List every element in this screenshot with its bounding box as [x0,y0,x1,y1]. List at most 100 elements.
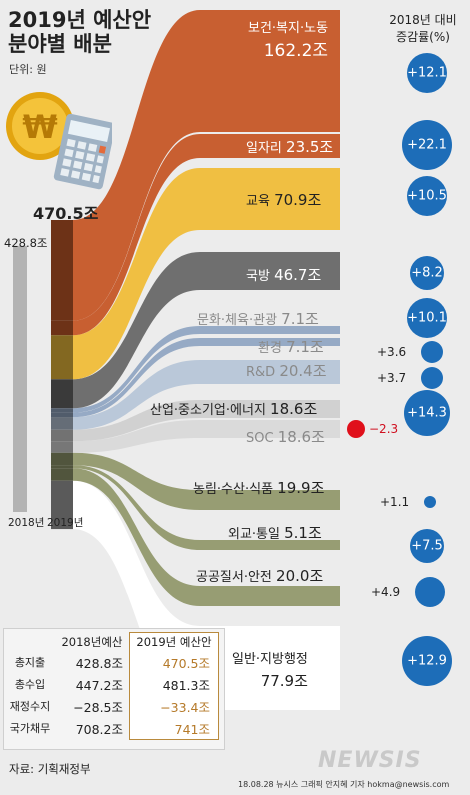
category-value: 7.1조 [286,338,324,356]
category-name: SOC [246,431,274,446]
coin-calculator-illustration: ₩ [6,92,112,190]
category-value: 20.4조 [279,362,327,380]
flow-band [73,134,340,336]
change-circle [407,298,447,338]
category-name: 농림·수산·식품 [193,482,274,497]
value-2019: 741조 [129,717,219,740]
change-circle [415,577,445,607]
change-rate-label: +12.1 [407,65,447,81]
category-label: 보건·복지·노동 162.2조 [248,19,328,64]
category-label: 일자리 23.5조 [246,138,334,156]
change-circle [421,367,443,389]
flow-band [73,480,340,710]
change-circle [424,496,436,508]
flow-band [73,465,340,550]
total-2019-label: 470.5조 [33,204,99,223]
bar-2019-segment [51,465,73,469]
category-value: 20.0조 [276,567,324,585]
flow-band [73,452,340,510]
table-row: 재정수지 −28.5조 −33.4조 [5,695,219,717]
row-label: 재정수지 [9,700,51,713]
page-title: 2019년 예산안 분야별 배분 [8,8,152,57]
change-rate-label: +8.2 [411,265,443,281]
newsis-watermark: NEWSIS [318,748,422,773]
bar-2019-segment [51,441,73,453]
category-value: 7.1조 [281,310,319,328]
category-label: 교육 70.9조 [246,191,322,209]
credit-line: 18.08.28 뉴시스 그래픽 안지혜 기자 hokma@newsis.com [238,780,450,789]
bar-2019-segment [51,417,73,430]
bar-2019-segment [51,379,73,409]
category-name: 공공질서·안전 [196,570,272,585]
change-circle [410,529,444,563]
table-row: 총지출 428.8조 470.5조 [5,651,219,673]
change-rate-label: +14.3 [407,405,447,421]
category-value: 70.9조 [274,191,322,209]
row-label: 국가채무 [9,722,51,736]
category-name: 산업·중소기업·에너지 [150,403,266,418]
flow-band [73,468,340,606]
category-label: 공공질서·안전 20.0조 [196,567,324,585]
category-label: 농림·수산·식품 19.9조 [193,479,325,497]
flow-band [73,420,340,453]
table-header-2019: 2019년 예산안 [129,632,219,651]
row-label: 총수입 [14,678,46,691]
total-2018-label: 428.8조 [4,236,48,250]
change-rate-label: +10.1 [407,310,447,326]
category-value: 18.6조 [270,400,318,418]
year-2019-label: 2019년 [47,517,84,529]
bar-2019-segment [51,408,73,413]
category-name: 환경 [258,341,282,356]
bar-2019-segment [51,468,73,481]
flow-band [73,10,340,321]
change-circle [404,390,450,436]
change-circle [347,420,365,438]
increase-rate-title: 2018년 대비 증감률(%) [389,13,457,44]
bar-2019-segment [51,480,73,530]
category-name: 국방 [246,269,270,284]
year-2018-label: 2018년 [8,517,45,529]
change-rate-label: +1.1 [380,495,410,509]
change-circle [402,120,452,170]
bar-2018 [13,245,27,512]
bar-2019-segment [51,335,73,380]
value-2018: 428.8조 [75,655,123,671]
bar-2019-segment [51,412,73,418]
category-label: 문화·체육·관광 7.1조 [197,310,319,328]
category-label: R&D 20.4조 [246,362,327,380]
category-label: 국방 46.7조 [246,268,321,284]
bar-2019-segment [51,220,73,321]
change-rate-label: +7.5 [411,538,443,554]
category-name: 일반·지방행정 [232,652,308,667]
category-name: R&D [246,365,276,380]
category-label: SOC 18.6조 [246,430,325,446]
value-2018: −28.5조 [73,699,123,715]
flow-band [73,252,340,409]
category-label: 외교·통일 5.1조 [228,526,322,542]
category-name: 외교·통일 [228,527,280,542]
change-rate-label: +3.7 [377,371,407,385]
category-name: 보건·복지·노동 [248,21,329,36]
value-2019: 470.5조 [129,651,219,673]
category-name: 교육 [246,194,270,209]
bar-2019-segment [51,452,73,466]
table-header-2018: 2018년예산 [61,634,123,649]
category-label: 환경 7.1조 [258,338,324,356]
flow-band [73,326,340,413]
unit-label: 단위: 원 [9,63,47,76]
change-circle [410,256,444,290]
category-value: 162.2조 [263,40,329,61]
category-value: 19.9조 [277,479,325,497]
svg-text:₩: ₩ [22,108,57,146]
change-rate-label: +4.9 [371,585,401,599]
bar-2019-segment [51,429,73,442]
flow-band [73,168,340,380]
change-circle [407,53,447,93]
value-2019: 481.3조 [129,673,219,695]
table-row: 총수입 447.2조 481.3조 [5,673,219,695]
change-circle [407,176,447,216]
category-value: 23.5조 [286,138,334,156]
category-name: 문화·체육·관광 [197,313,278,328]
change-rate-label: +3.6 [377,345,407,359]
